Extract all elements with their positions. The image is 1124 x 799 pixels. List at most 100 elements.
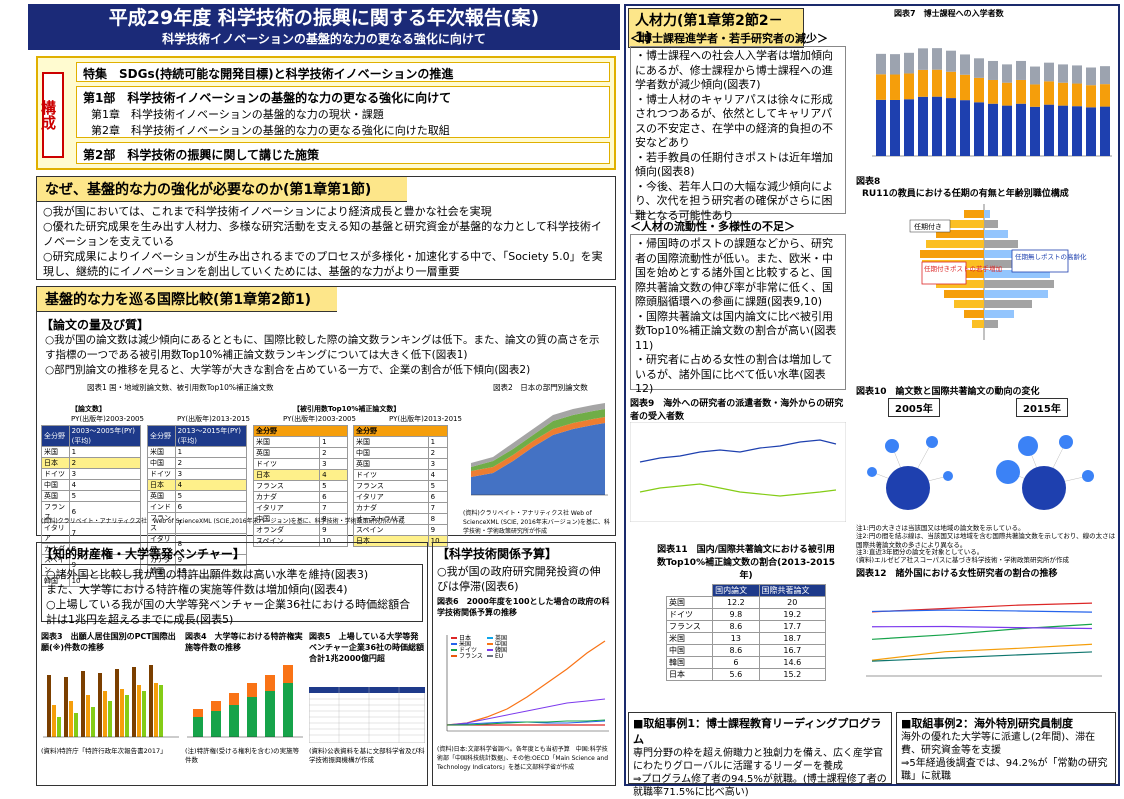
fig10-year-2015: 2015年 (1016, 398, 1068, 417)
table-row: 韓国 10 (41, 575, 142, 587)
structure-box: 構成 特集 SDGs(持続可能な開発目標)と科学技術イノベーションの推進 第1部… (36, 56, 616, 170)
table-row: 米国 1 (41, 446, 142, 458)
top10-table-2013: 全分野 米国 1 中国 2 英国 3 ドイツ 4 フランス 5 イタリア 6 カナダ 7 オー… (353, 425, 449, 547)
fig8-bar-right (984, 220, 998, 228)
fig7-bar (946, 98, 956, 156)
table-row: ドイツ 9.8 19.2 (665, 608, 827, 621)
intl-section: 基盤的な力を巡る国際比較(第1章第2節1) 【論文の量及び質】 ○我が国の論文数… (36, 286, 616, 587)
fig12-line-4 (871, 643, 1093, 661)
why-point-2: ○優れた研究成果を生み出す人材力、多様な研究活動を支える知の基盤と研究資金が基盤… (43, 220, 602, 248)
table-row: 韓国 10 (147, 565, 248, 577)
fig7-bar (1044, 81, 1054, 105)
fig12-caption: 図表12 諸外国における女性研究者の割合の推移 (856, 569, 1058, 579)
fig7-bar (932, 48, 942, 70)
fig7-bar (1002, 82, 1012, 106)
fig7-bar (1016, 79, 1026, 104)
fig10-note-2: 注2:円の間を結ぶ線は、当該国又は地域を含む国際共著論文数を示しており、線の太さ… (856, 532, 1116, 549)
fig7-bar (974, 102, 984, 156)
case1-box: ■取組事例1：博士課程教育リーディングプログラム 専門分野の枠を超え俯瞰力と独創… (628, 712, 892, 798)
fig7-bar (890, 74, 900, 100)
fig3-caption: 図表3 出願人居住国別のPCT国際出願(※)件数の推移 (41, 632, 176, 652)
hr-bullets-1: ・博士課程への社会人入学者は増加傾向にあるが、修士課程から博士課程への進学者数が… (630, 46, 846, 222)
fig7-bar (1086, 67, 1096, 86)
hr-bullet-6: ・国際共著論文は国内論文に比べ被引用数Top10%補正論文数の割合が高い(図表1… (635, 309, 837, 352)
fig8-caption: 図表8 (856, 177, 881, 187)
fig8-bar-right (984, 320, 998, 328)
fig8-label-young: 任期付きポストの若手増加 (924, 264, 1002, 273)
table-row: 中国 8 (252, 513, 348, 525)
table-row: 日本 2 (41, 457, 142, 469)
fig8-bar-right (984, 230, 1008, 238)
node-usa-2005 (886, 466, 930, 510)
legend-china: 中国 (495, 640, 507, 648)
fig7-bar (974, 58, 984, 78)
fig7-bar (988, 103, 998, 156)
table-row: ドイツ 3 (252, 458, 348, 470)
fig7-bar (932, 69, 942, 97)
table-row: 英国 12.2 20 (665, 596, 827, 609)
ip-box: ○諸外国と比較し我が国の特許出願件数は高い水準を維持(図表3) また、大学等にお… (41, 564, 423, 626)
fig7-bar (1016, 60, 1026, 80)
intl-point-2: ○部門別論文の推移を見ると、大学等が大きな割合を占めている一方で、企業の割合が低… (45, 364, 531, 376)
legend-japan: 日本 (459, 634, 471, 642)
case1-body-2: ⇒プログラム修了者の94.5%が就職。(博士課程修了者の就職率71.5%に比べ高… (633, 774, 887, 798)
case1-title: ■取組事例1：博士課程教育リーディングプログラム (633, 717, 882, 746)
ip-title: 【知的財産権・大学等発ベンチャー】 (41, 547, 245, 561)
fig3-source: (資料)特許庁「特許行政年次報告書2017」 (41, 747, 167, 755)
legend-france: フランス (459, 653, 483, 660)
fig10-caption: 図表10 論文数と国際共著論文の動向の変化 (856, 387, 1040, 397)
table-row: 米国 1 (353, 436, 449, 448)
fig10-source: (資料)エルゼビア社スコーパスに基づき科学技術・学術政策研究所が作成 (856, 556, 1070, 564)
fig7-bar (876, 74, 886, 100)
table-row: フランス 8.6 17.7 (665, 620, 827, 633)
fig12-line-1 (871, 609, 1093, 613)
fig7-bar (1086, 85, 1096, 108)
table-row: スペイン 9 (353, 524, 449, 536)
table-row: スペイン 10 (252, 535, 348, 547)
fig7-bar (1030, 106, 1040, 156)
table-row: カナダ 8 (41, 543, 142, 555)
fig12-line-5 (871, 651, 1093, 662)
table-row: 中国 8.6 16.7 (665, 644, 827, 657)
legend-uk: 英国 (495, 634, 507, 642)
papers-table-2013: 全分野 2013～2015年(PY)(平均) 米国 1 中国 2 ドイツ 3 日本 4 英… (147, 425, 248, 577)
budget-title: 【科学技術関係予算】 (437, 547, 558, 561)
why-point-1: ○我が国においては、これまで科学技術イノベーションにより経済成長と豊かな社会を実… (43, 205, 492, 218)
why-section: なぜ、基盤的な力の強化が必要なのか(第1章第1節) ○我が国においては、これまで… (36, 176, 616, 280)
fig8-bar-right (984, 310, 1014, 318)
area-universities (471, 423, 605, 495)
fig7-bar (890, 99, 900, 156)
hr-bullet-1: ・博士課程への社会人入学者は増加傾向にあるが、修士課程から博士課程への進学者数が… (635, 49, 833, 91)
table-row: 日本 4 (147, 479, 248, 491)
line-germany (447, 719, 606, 726)
table-row: 中国 4 (41, 479, 142, 491)
fig5-source: (資料)公表資料を基に文部科学省及び科学技術振興機構が作成 (309, 747, 425, 764)
ip-point-1: ○諸外国と比較し我が国の特許出願件数は高い水準を維持(図表3) (46, 568, 369, 581)
fig7-bar (1086, 107, 1096, 156)
fig8-subcaption: RU11の教員における任期の有無と年齢別職位構成 (862, 189, 1069, 199)
table-row: 英国 3 (353, 458, 449, 470)
fig7-bar (960, 100, 970, 156)
fig7-chart (872, 48, 1112, 157)
fig7-bar (904, 52, 914, 74)
fig7-bar (1058, 82, 1068, 106)
fig7-bar (974, 77, 984, 103)
fig8-bar-right (984, 240, 1018, 248)
fig7-bar (960, 54, 970, 75)
hr-section: 人材力(第1章第2節2－1) ＜博士課程進学者・若手研究者の減少＞ ・博士課程へ… (624, 4, 1120, 798)
fig8-bar-left (954, 300, 984, 308)
legend-usa: 米国 (459, 640, 471, 648)
fig7-bar (1044, 104, 1054, 156)
table-row: 英国 2 (252, 447, 348, 459)
fig8-bar-left (964, 310, 984, 318)
fig12-chart (852, 580, 1116, 684)
table-row: カナダ 6 (252, 491, 348, 503)
table-row: ドイツ 3 (147, 468, 248, 480)
header-bar: 平成29年度 科学技術の振興に関する年次報告(案) 科学技術イノベーションの基盤… (28, 4, 620, 50)
fig7-bar (1072, 106, 1082, 156)
table-row: 英国 5 (147, 490, 248, 502)
fig7-bar (988, 79, 998, 104)
fig10-year-2005: 2005年 (888, 398, 940, 417)
chapter1: 第1章 科学技術イノベーションの基盤的な力の現状・課題 (91, 108, 384, 121)
table-row: フランス 5 (353, 480, 449, 492)
